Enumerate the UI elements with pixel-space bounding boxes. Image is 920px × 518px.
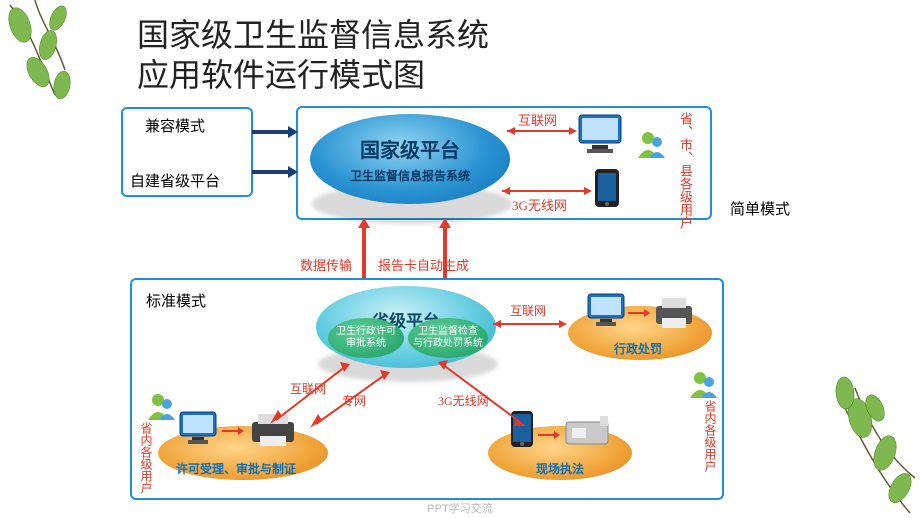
monitor-icon-permit [178,410,218,451]
disk-field-label: 现场执法 [536,460,584,477]
self-build-label: 自建省级平台 [130,170,220,191]
page-title-line2: 应用软件运行模式图 [137,50,425,96]
mode-simple-label: 简单模式 [730,198,790,219]
label-private-net: 专网 [342,392,366,409]
sub-right-l2: 与行政处罚系统 [413,338,483,350]
label-3g-field: 3G无线网 [438,392,489,409]
national-platform-title: 国家级平台 [360,134,460,163]
sub-right-l1: 卫生监督检查 [418,326,478,338]
arrow-data-transfer [357,218,371,278]
mode-standard-label: 标准模式 [146,290,206,311]
mode-compat-label: 兼容模式 [145,115,205,136]
label-internet-penalty: 互联网 [510,302,546,319]
sub-system-permit: 卫生行政许可 审批系统 [328,318,404,358]
arrow-penalty-internal [628,308,650,318]
label-internet-top: 互联网 [518,110,557,129]
disk-penalty-label: 行政处罚 [614,340,662,357]
footer-text: PPT学习交流 [0,500,920,516]
users-top-label: 省、市、县各级用户 [676,112,695,229]
sub-system-inspect: 卫生监督检查 与行政处罚系统 [408,318,488,358]
arrow-permit-internal [222,426,244,436]
national-platform-subtitle: 卫生监督信息报告系统 [350,167,470,184]
printer-icon-penalty [652,296,696,335]
label-auto-gen: 报告卡自动生成 [378,255,469,274]
arrow-compat-to-national [252,125,298,139]
users-bottom-left-label: 省内各级用户 [138,422,155,494]
arrow-prov-to-penalty [493,318,567,330]
leaves-decoration-bottom-right [760,358,920,518]
user-icon-top [636,130,666,165]
phone-icon-top [594,168,620,213]
sub-left-l1: 卫生行政许可 [336,326,396,338]
printer-icon-field [562,414,612,455]
monitor-icon-top [577,113,623,160]
arrow-field-internal [538,430,560,440]
users-bottom-right-label: 省内各级用户 [702,400,719,472]
label-data-transfer: 数据传输 [300,255,352,274]
sub-left-l2: 审批系统 [346,338,386,350]
disk-permit-label: 许可受理、审批与制证 [176,460,296,477]
arrow-selfbuild-to-national [252,165,298,179]
label-3g-top: 3G无线网 [512,195,567,214]
national-platform: 国家级平台 卫生监督信息报告系统 [310,114,510,204]
leaves-decoration-top-left [0,0,120,130]
monitor-icon-penalty [586,292,626,333]
